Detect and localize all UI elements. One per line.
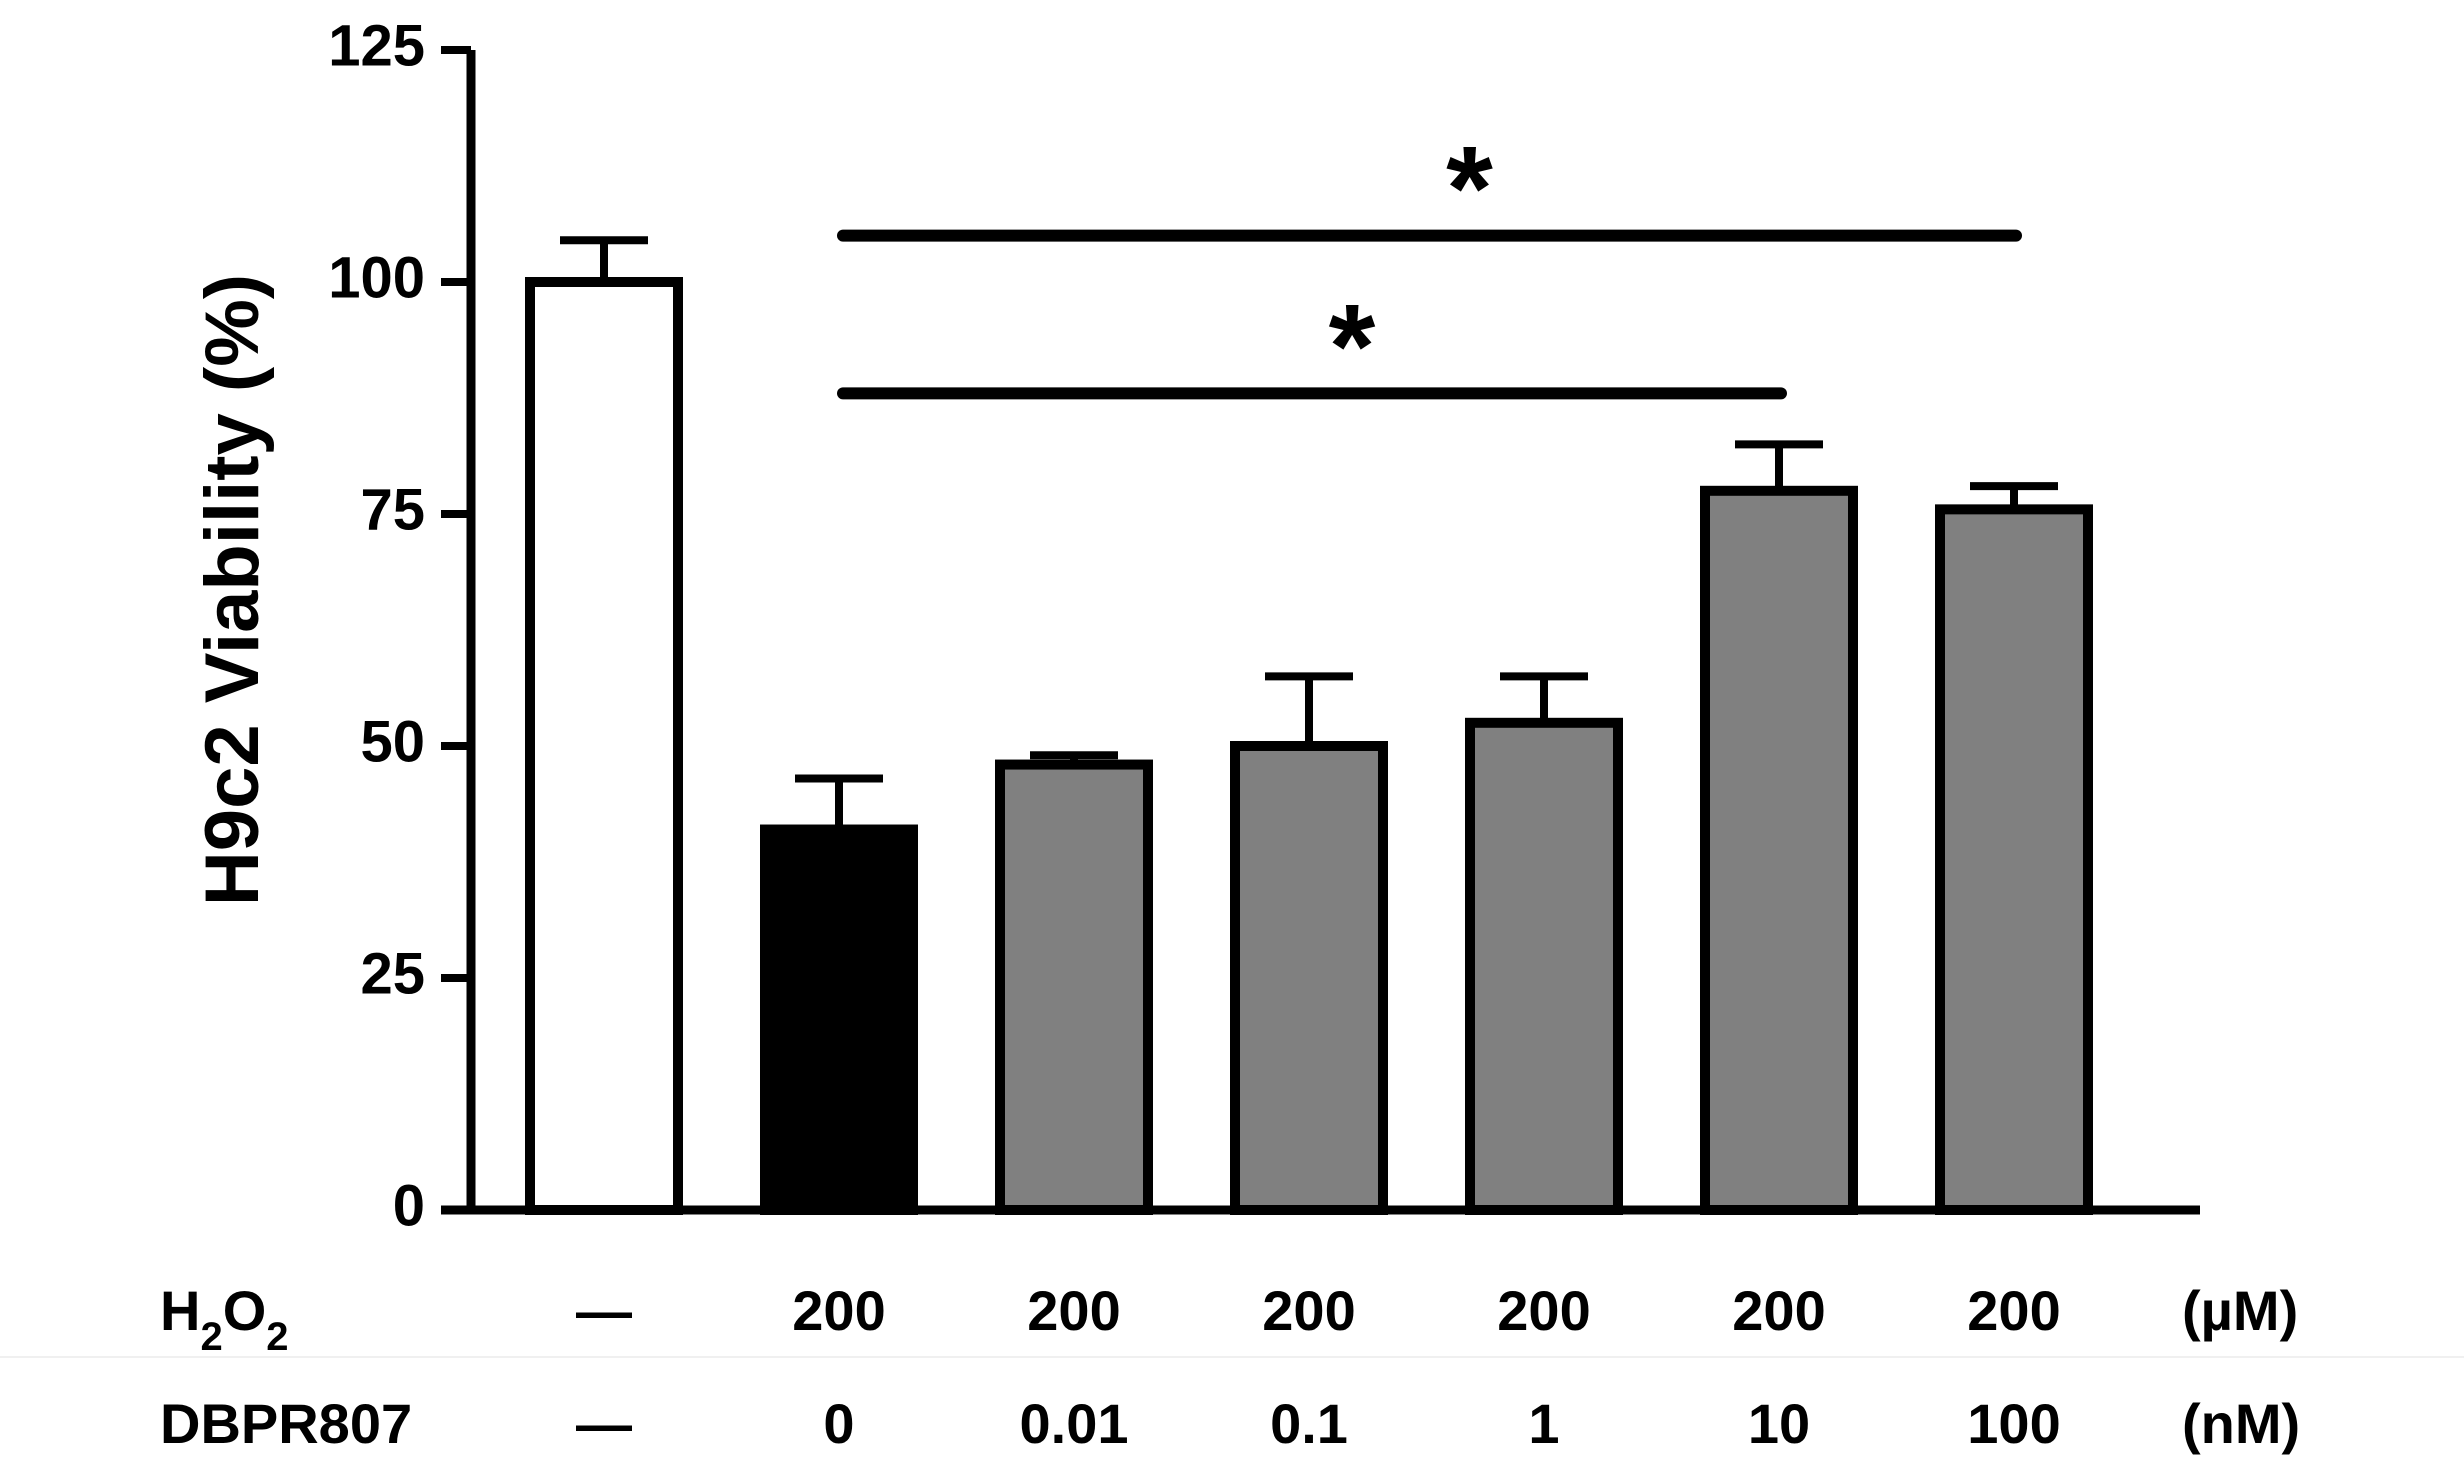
h2o2-value: 200 bbox=[792, 1279, 885, 1342]
dbpr807-value: 1 bbox=[1528, 1392, 1559, 1455]
significance-star: * bbox=[1446, 122, 1493, 256]
significance-annotations: ** bbox=[837, 122, 2022, 413]
dbpr807-value: — bbox=[576, 1392, 632, 1455]
bar bbox=[1700, 485, 1858, 1215]
y-tick-label: 100 bbox=[328, 245, 425, 310]
y-tick-label: 75 bbox=[360, 477, 425, 542]
bar bbox=[1465, 717, 1623, 1215]
treatment-values: — 200 200 200 200 200 200 — 0 0.01 0.1 1 10 100 bbox=[576, 1279, 2061, 1455]
y-tick-label: 25 bbox=[360, 941, 425, 1006]
bars bbox=[525, 236, 2093, 1216]
h2o2-value: 200 bbox=[1732, 1279, 1825, 1342]
h2o2-value: 200 bbox=[1262, 1279, 1355, 1342]
h2o2-value: — bbox=[576, 1279, 632, 1342]
bar bbox=[760, 824, 918, 1216]
h2o2-value: 200 bbox=[1967, 1279, 2060, 1342]
h2o2-unit: (µM) bbox=[2182, 1279, 2298, 1342]
h2o2-h: H bbox=[160, 1279, 200, 1342]
bar bbox=[525, 277, 683, 1215]
dbpr807-value: 0.1 bbox=[1270, 1392, 1348, 1455]
h2o2-sub2: 2 bbox=[266, 1315, 288, 1359]
y-ticks: 0 25 50 75 100 125 bbox=[328, 13, 471, 1238]
y-tick-label: 125 bbox=[328, 13, 425, 78]
dbpr807-unit: (nM) bbox=[2182, 1392, 2300, 1455]
bar bbox=[995, 759, 1153, 1215]
h2o2-sub1: 2 bbox=[200, 1315, 222, 1359]
dbpr807-value: 100 bbox=[1967, 1392, 2060, 1455]
dbpr807-value: 0.01 bbox=[1020, 1392, 1129, 1455]
bar bbox=[1230, 741, 1388, 1215]
h2o2-row-label: H2O2 bbox=[160, 1279, 289, 1359]
dbpr807-row-label: DBPR807 bbox=[160, 1392, 412, 1455]
h2o2-value: 200 bbox=[1497, 1279, 1590, 1342]
dbpr807-value: 0 bbox=[823, 1392, 854, 1455]
h2o2-o: O bbox=[223, 1279, 267, 1342]
bar bbox=[1935, 504, 2093, 1215]
h2o2-value: 200 bbox=[1027, 1279, 1120, 1342]
y-axis-label: H9c2 Viability (%) bbox=[190, 274, 275, 906]
significance-star: * bbox=[1329, 279, 1376, 413]
y-tick-label: 0 bbox=[393, 1173, 425, 1238]
dbpr807-value: 10 bbox=[1748, 1392, 1810, 1455]
y-tick-label: 50 bbox=[360, 709, 425, 774]
